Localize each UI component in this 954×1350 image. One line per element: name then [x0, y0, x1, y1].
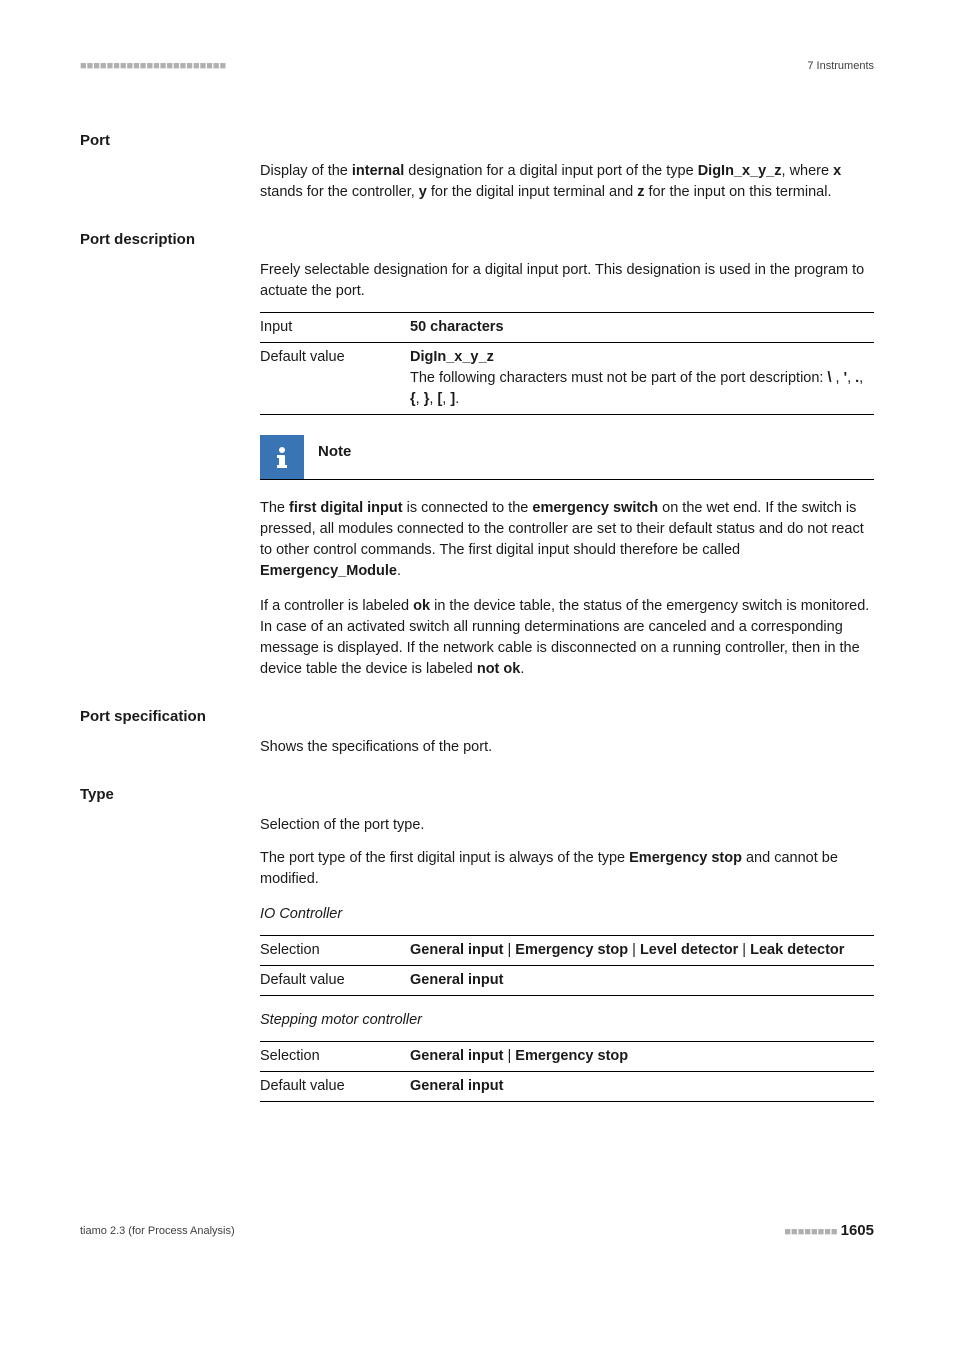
param-row: Default valueGeneral input — [260, 965, 874, 996]
section-body: Freely selectable designation for a digi… — [260, 260, 874, 680]
footer-product: tiamo 2.3 (for Process Analysis) — [80, 1225, 235, 1237]
section-title: Port description — [80, 231, 874, 248]
param-value: General input | Emergency stop | Level d… — [410, 940, 874, 961]
note-block: Note The first digital input is connecte… — [260, 435, 874, 680]
param-row: Default valueDigIn_x_y_zThe following ch… — [260, 342, 874, 415]
section-port: Port Display of the internal designation… — [80, 132, 874, 203]
param-value: General input — [410, 970, 874, 991]
section-title: Port specification — [80, 708, 874, 725]
section-title: Type — [80, 786, 874, 803]
param-table: SelectionGeneral input | Emergency stopD… — [260, 1041, 874, 1102]
param-label: Default value — [260, 970, 410, 991]
param-label: Selection — [260, 1046, 410, 1067]
param-row: SelectionGeneral input | Emergency stop — [260, 1041, 874, 1071]
param-value: DigIn_x_y_zThe following characters must… — [410, 347, 874, 410]
param-value: General input — [410, 1076, 874, 1097]
page-footer: tiamo 2.3 (for Process Analysis) ■■■■■■■… — [80, 1222, 874, 1239]
info-icon — [260, 435, 304, 479]
section-body: Display of the internal designation for … — [260, 161, 874, 203]
param-row: Default valueGeneral input — [260, 1071, 874, 1102]
param-table: Input50 charactersDefault valueDigIn_x_y… — [260, 312, 874, 415]
document-page: ■■■■■■■■■■■■■■■■■■■■■■ 7 Instruments Por… — [0, 0, 954, 1279]
group-caption: IO Controller — [260, 904, 874, 925]
section-text: Selection of the port type. — [260, 815, 874, 836]
footer-page-number: 1605 — [841, 1222, 874, 1239]
section-text-2: The port type of the first digital input… — [260, 848, 874, 890]
note-text: The first digital input is connected to … — [260, 498, 874, 680]
param-label: Input — [260, 317, 410, 338]
param-label: Default value — [260, 1076, 410, 1097]
param-value: General input | Emergency stop — [410, 1046, 874, 1067]
note-header: Note — [260, 435, 874, 480]
section-text: Freely selectable designation for a digi… — [260, 260, 874, 302]
section-title: Port — [80, 132, 874, 149]
section-body: Shows the specifications of the port. — [260, 737, 874, 758]
section-body: Selection of the port type. The port typ… — [260, 815, 874, 1102]
page-header: ■■■■■■■■■■■■■■■■■■■■■■ 7 Instruments — [80, 60, 874, 72]
footer-page: ■■■■■■■■ 1605 — [784, 1222, 874, 1239]
note-paragraph: The first digital input is connected to … — [260, 498, 874, 582]
param-table: SelectionGeneral input | Emergency stop … — [260, 935, 874, 996]
section-port-specification: Port specification Shows the specificati… — [80, 708, 874, 758]
header-chapter: 7 Instruments — [807, 60, 874, 72]
param-row: Input50 characters — [260, 312, 874, 342]
param-label: Default value — [260, 347, 410, 410]
header-dashes: ■■■■■■■■■■■■■■■■■■■■■■ — [80, 60, 226, 72]
param-value: 50 characters — [410, 317, 874, 338]
param-label: Selection — [260, 940, 410, 961]
section-port-description: Port description Freely selectable desig… — [80, 231, 874, 680]
footer-dashes: ■■■■■■■■ — [784, 1226, 837, 1238]
note-paragraph: If a controller is labeled ok in the dev… — [260, 596, 874, 680]
param-row: SelectionGeneral input | Emergency stop … — [260, 935, 874, 965]
note-label: Note — [304, 435, 351, 479]
section-type: Type Selection of the port type. The por… — [80, 786, 874, 1102]
group-caption: Stepping motor controller — [260, 1010, 874, 1031]
